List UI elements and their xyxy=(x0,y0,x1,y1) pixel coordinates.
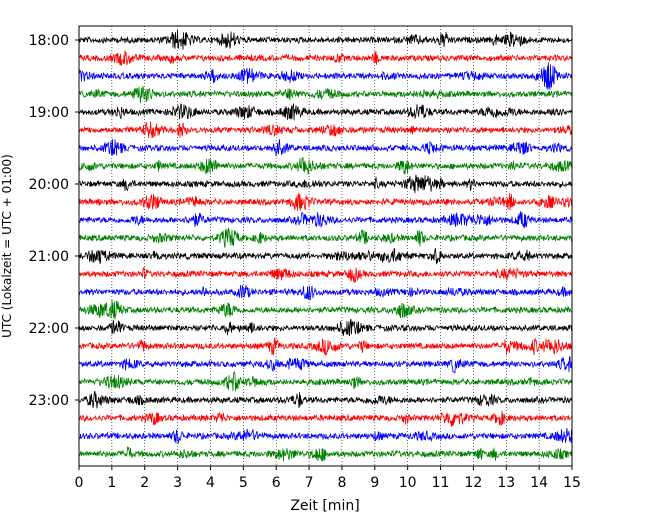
trace-row-22 xyxy=(78,427,573,444)
trace-row-2 xyxy=(78,62,573,91)
trace-row-9 xyxy=(78,192,573,211)
x-tick-label-6: 6 xyxy=(272,475,281,491)
trace-row-3 xyxy=(78,86,573,104)
trace-row-0 xyxy=(78,30,573,50)
y-tick-label-20: 23:00 xyxy=(29,393,69,409)
trace-row-8 xyxy=(78,174,573,194)
trace-row-6 xyxy=(78,139,573,157)
x-tick-label-13: 13 xyxy=(497,475,515,491)
x-tick-label-12: 12 xyxy=(464,475,482,491)
y-axis-label: UTC (Lokalzeit = UTC + 01:00) xyxy=(0,154,14,338)
trace-row-23 xyxy=(78,446,573,462)
trace-row-17 xyxy=(78,337,573,357)
trace-row-7 xyxy=(78,157,573,175)
x-tick-label-8: 8 xyxy=(337,475,346,491)
y-tick-label-4: 19:00 xyxy=(29,105,69,121)
x-axis-ticks: 0 1 2 3 4 5 6 7 8 9 10 11 12 13 14 15 xyxy=(75,466,581,491)
trace-row-1 xyxy=(78,50,572,66)
y-tick-label-12: 21:00 xyxy=(29,249,69,265)
x-tick-label-14: 14 xyxy=(530,475,548,491)
trace-row-11 xyxy=(78,227,573,248)
trace-row-12 xyxy=(78,247,573,265)
y-tick-label-0: 18:00 xyxy=(29,33,69,49)
x-tick-label-3: 3 xyxy=(173,475,182,491)
x-tick-label-11: 11 xyxy=(432,475,450,491)
x-axis-label: Zeit [min] xyxy=(290,498,359,514)
trace-row-10 xyxy=(78,211,573,229)
vertical-gridlines xyxy=(111,26,540,466)
x-tick-label-0: 0 xyxy=(75,475,84,491)
x-tick-label-1: 1 xyxy=(107,475,116,491)
trace-row-16 xyxy=(78,318,573,337)
x-tick-label-5: 5 xyxy=(239,475,248,491)
x-tick-label-9: 9 xyxy=(370,475,379,491)
trace-row-20 xyxy=(78,391,573,409)
x-tick-label-2: 2 xyxy=(140,475,149,491)
y-tick-label-8: 20:00 xyxy=(29,177,69,193)
y-tick-label-16: 22:00 xyxy=(29,321,69,337)
trace-row-13 xyxy=(78,266,573,284)
seismic-traces xyxy=(78,30,573,462)
trace-row-14 xyxy=(78,284,573,301)
trace-row-18 xyxy=(78,356,573,374)
x-tick-label-4: 4 xyxy=(206,475,215,491)
trace-row-15 xyxy=(78,299,573,320)
trace-row-21 xyxy=(78,410,573,427)
x-tick-label-10: 10 xyxy=(399,475,417,491)
trace-row-4 xyxy=(78,103,573,121)
x-tick-label-15: 15 xyxy=(563,475,581,491)
plot-frame xyxy=(78,25,573,467)
y-axis-ticks: 18:00 19:00 20:00 21:00 22:00 23:00 xyxy=(29,33,79,409)
trace-row-5 xyxy=(78,121,573,138)
trace-row-19 xyxy=(78,371,573,392)
x-tick-label-7: 7 xyxy=(305,475,314,491)
